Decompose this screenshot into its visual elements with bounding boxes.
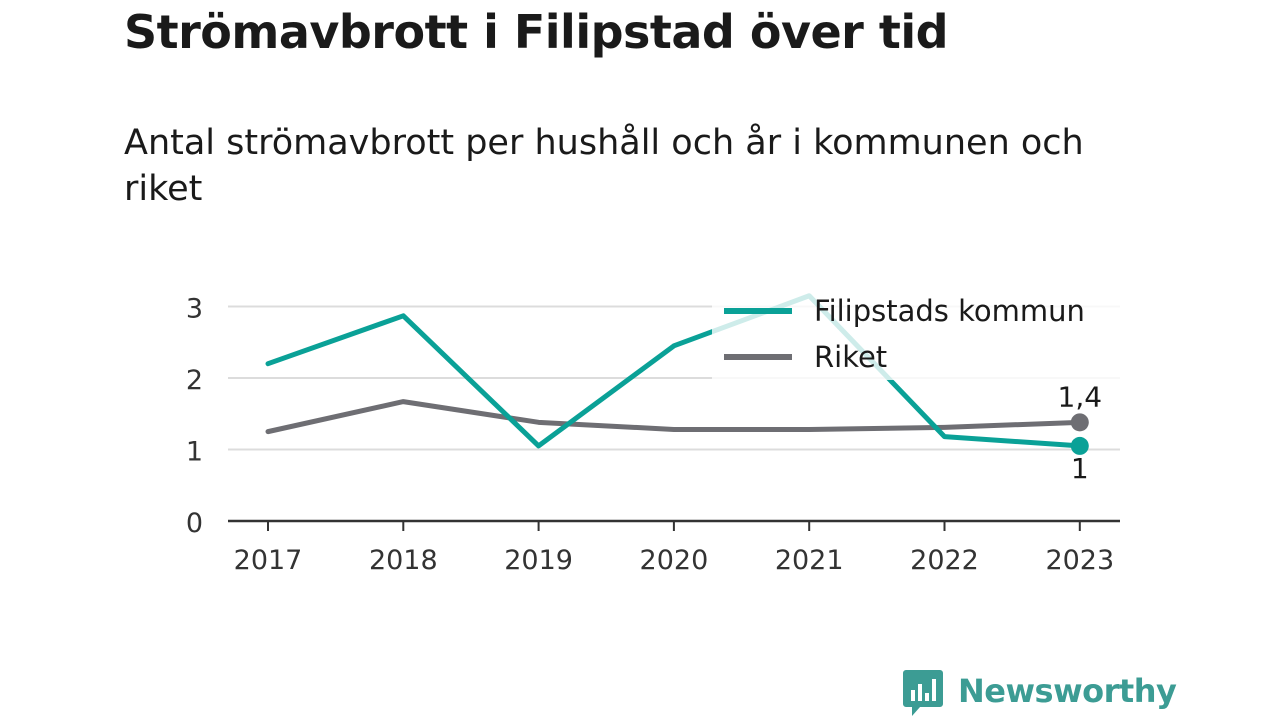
y-tick-label: 3 [186,294,203,325]
newsworthy-brand: Newsworthy [902,668,1177,720]
legend-label: Filipstads kommun [814,294,1085,328]
chart-subtitle: Antal strömavbrott per hushåll och år i … [124,123,1084,209]
newsworthy-logo-icon [903,670,943,716]
x-tick-label: 2023 [1045,545,1114,576]
legend-label: Riket [814,340,887,374]
series-lines [265,293,1083,449]
brand-name: Newsworthy [958,672,1177,710]
y-tick-label: 0 [186,508,203,539]
series-line-filipstad [265,293,1083,449]
x-tick-label: 2022 [910,545,979,576]
end-value-label: 1 [1071,452,1089,485]
chart-title: Strömavbrott i Filipstad över tid [124,5,949,59]
x-tick-label: 2019 [504,545,573,576]
y-tick-label: 2 [186,365,203,396]
legend-background [712,288,1124,380]
x-tick-label: 2020 [640,545,709,576]
y-tick-label: 1 [186,437,203,468]
x-tick-label: 2021 [775,545,844,576]
legend: Filipstads kommun Riket [712,288,1124,380]
end-point-marker [1070,413,1089,432]
end-value-label: 1,4 [1058,380,1103,413]
end-point-marker [1070,436,1089,455]
end-labels: 11,4 [1058,380,1103,485]
x-tick-label: 2018 [369,545,438,576]
axes: 0 1 2 3 2017 2018 2019 2020 2021 2022 2023 [186,294,1120,576]
series-line-riket [265,399,1083,435]
x-tick-label: 2017 [234,545,303,576]
